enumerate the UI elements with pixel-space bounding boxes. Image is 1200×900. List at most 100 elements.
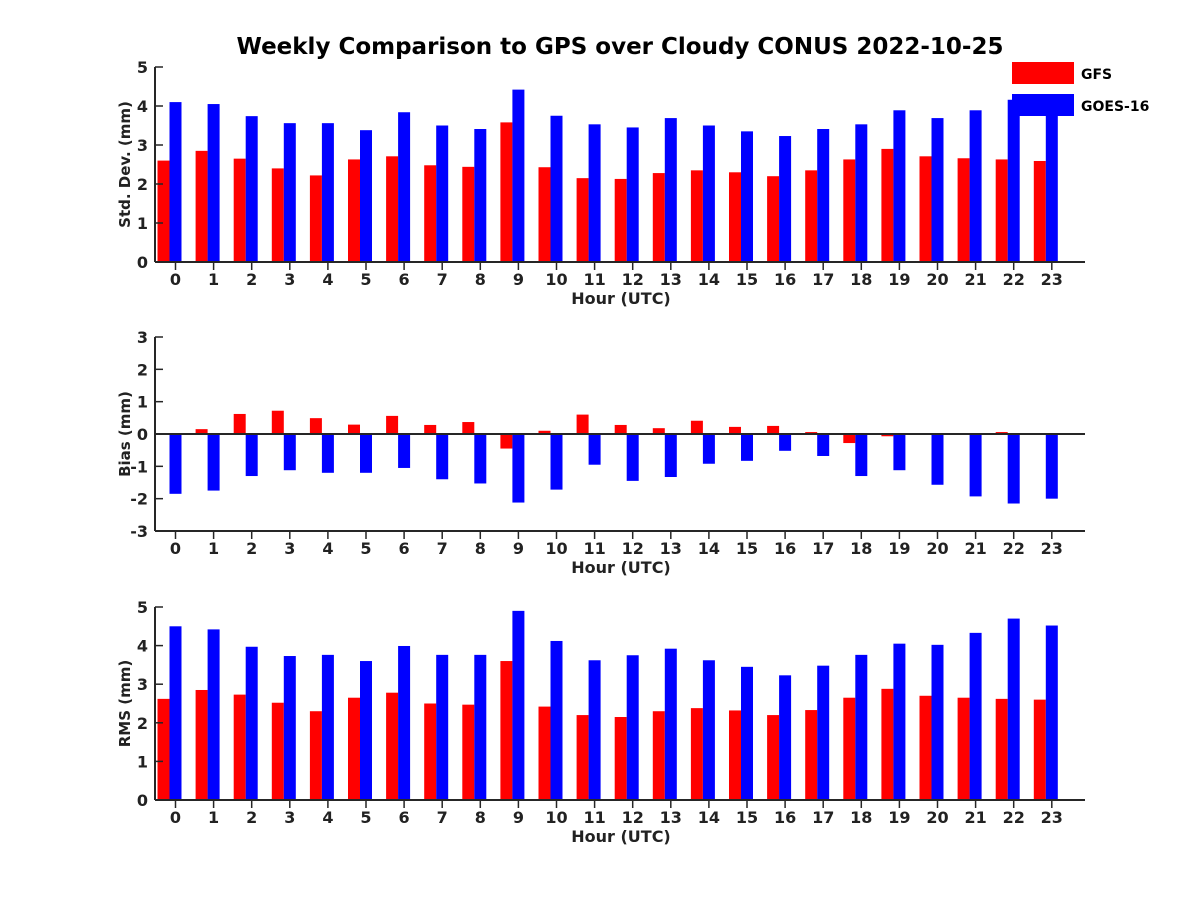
bar-gfs-hour-10	[538, 430, 551, 434]
bar-goes-16-hour-10	[550, 115, 563, 262]
bar-goes-16-hour-12	[626, 434, 639, 481]
bar-goes-16-hour-9	[512, 89, 525, 263]
bar-goes-16-hour-17	[817, 129, 830, 262]
x-axis-label: Hour (UTC)	[571, 827, 671, 846]
bar-goes-16-hour-21	[969, 632, 982, 800]
x-tick-label: 15	[736, 539, 758, 558]
bar-goes-16-hour-20	[931, 118, 944, 262]
bar-goes-16-hour-0	[169, 434, 182, 494]
bar-goes-16-hour-6	[398, 645, 411, 800]
legend-label-gfs: GFS	[1081, 67, 1112, 83]
x-tick-label: 0	[170, 808, 181, 827]
bar-gfs-hour-8	[462, 704, 475, 800]
x-tick-label: 18	[850, 808, 872, 827]
bar-goes-16-hour-15	[741, 666, 753, 800]
x-tick-label: 1	[208, 539, 219, 558]
bar-gfs-hour-4	[309, 711, 322, 800]
x-tick-label: 3	[284, 539, 295, 558]
bar-goes-16-hour-19	[893, 110, 906, 262]
bar-gfs-hour-7	[424, 424, 437, 434]
y-tick-label: -1	[130, 457, 148, 476]
bar-goes-16-hour-13	[664, 118, 677, 262]
bar-goes-16-hour-8	[474, 654, 487, 800]
bar-gfs-hour-11	[576, 715, 589, 800]
x-tick-label: 16	[774, 808, 796, 827]
bar-gfs-hour-11	[576, 414, 589, 434]
figure-title: Weekly Comparison to GPS over Cloudy CON…	[237, 34, 1004, 60]
x-tick-label: 22	[1003, 539, 1025, 558]
x-tick-label: 21	[964, 539, 986, 558]
bar-goes-16-hour-8	[474, 434, 487, 484]
bar-gfs-hour-23	[1033, 699, 1046, 800]
x-tick-label: 10	[545, 808, 567, 827]
bar-gfs-hour-22	[995, 159, 1008, 262]
x-tick-label: 12	[622, 808, 644, 827]
bar-goes-16-hour-18	[855, 434, 868, 477]
x-tick-label: 16	[774, 270, 796, 289]
bar-gfs-hour-6	[386, 415, 399, 434]
bar-gfs-hour-15	[729, 426, 741, 434]
x-tick-label: 12	[622, 270, 644, 289]
x-tick-label: 21	[964, 808, 986, 827]
x-tick-label: 7	[437, 808, 448, 827]
x-tick-label: 5	[360, 808, 371, 827]
bar-goes-16-hour-3	[283, 123, 296, 262]
bar-gfs-hour-5	[348, 697, 360, 800]
bar-goes-16-hour-10	[550, 434, 563, 490]
x-tick-label: 22	[1003, 808, 1025, 827]
bar-gfs-hour-10	[538, 706, 551, 800]
y-tick-label: 1	[137, 752, 148, 771]
y-tick-label: 0	[137, 253, 148, 272]
bar-gfs-hour-8	[462, 422, 475, 434]
x-tick-label: 16	[774, 539, 796, 558]
x-tick-label: 14	[698, 539, 720, 558]
bar-gfs-hour-1	[195, 689, 208, 800]
bar-gfs-hour-12	[614, 717, 627, 800]
bar-goes-16-hour-23	[1045, 98, 1058, 262]
bar-gfs-hour-18	[843, 434, 856, 444]
x-tick-label: 9	[513, 539, 524, 558]
y-tick-label: 3	[137, 136, 148, 155]
bar-goes-16-hour-10	[550, 640, 563, 800]
bar-gfs-hour-2	[233, 413, 246, 434]
x-tick-label: 19	[888, 808, 910, 827]
x-tick-label: 23	[1041, 808, 1063, 827]
x-tick-label: 7	[437, 539, 448, 558]
bar-gfs-hour-4	[309, 175, 322, 262]
bar-goes-16-hour-14	[702, 434, 715, 464]
bar-gfs-hour-17	[805, 710, 818, 800]
bar-goes-16-hour-19	[893, 434, 906, 471]
bar-gfs-hour-9	[500, 122, 513, 262]
y-tick-label: 4	[137, 637, 148, 656]
legend-swatch-goes16	[1012, 94, 1074, 116]
x-tick-label: 4	[322, 808, 333, 827]
bar-gfs-hour-14	[690, 420, 703, 434]
bar-goes-16-hour-9	[512, 434, 525, 503]
bar-goes-16-hour-5	[360, 434, 372, 473]
bar-goes-16-hour-9	[512, 610, 525, 800]
x-tick-label: 20	[926, 270, 948, 289]
bar-gfs-hour-6	[386, 692, 399, 800]
bar-goes-16-hour-4	[321, 654, 334, 800]
bar-gfs-hour-18	[843, 159, 856, 262]
bar-goes-16-hour-14	[702, 660, 715, 800]
bar-goes-16-hour-0	[169, 102, 182, 262]
bar-goes-16-hour-16	[779, 434, 792, 451]
bar-goes-16-hour-23	[1045, 434, 1058, 499]
bar-gfs-hour-21	[957, 697, 970, 800]
bar-gfs-hour-15	[729, 172, 741, 262]
bar-goes-16-hour-11	[588, 660, 601, 800]
bar-gfs-hour-19	[881, 688, 894, 800]
y-tick-label: 5	[137, 58, 148, 77]
bar-gfs-hour-19	[881, 434, 894, 437]
bar-gfs-hour-9	[500, 661, 513, 800]
bar-gfs-hour-14	[690, 170, 703, 262]
y-tick-label: 3	[137, 675, 148, 694]
x-tick-label: 11	[583, 808, 605, 827]
bar-goes-16-hour-15	[741, 434, 753, 461]
bar-gfs-hour-3	[271, 168, 284, 262]
x-tick-label: 21	[964, 270, 986, 289]
bar-gfs-hour-22	[995, 698, 1008, 800]
bar-goes-16-hour-4	[321, 123, 334, 262]
